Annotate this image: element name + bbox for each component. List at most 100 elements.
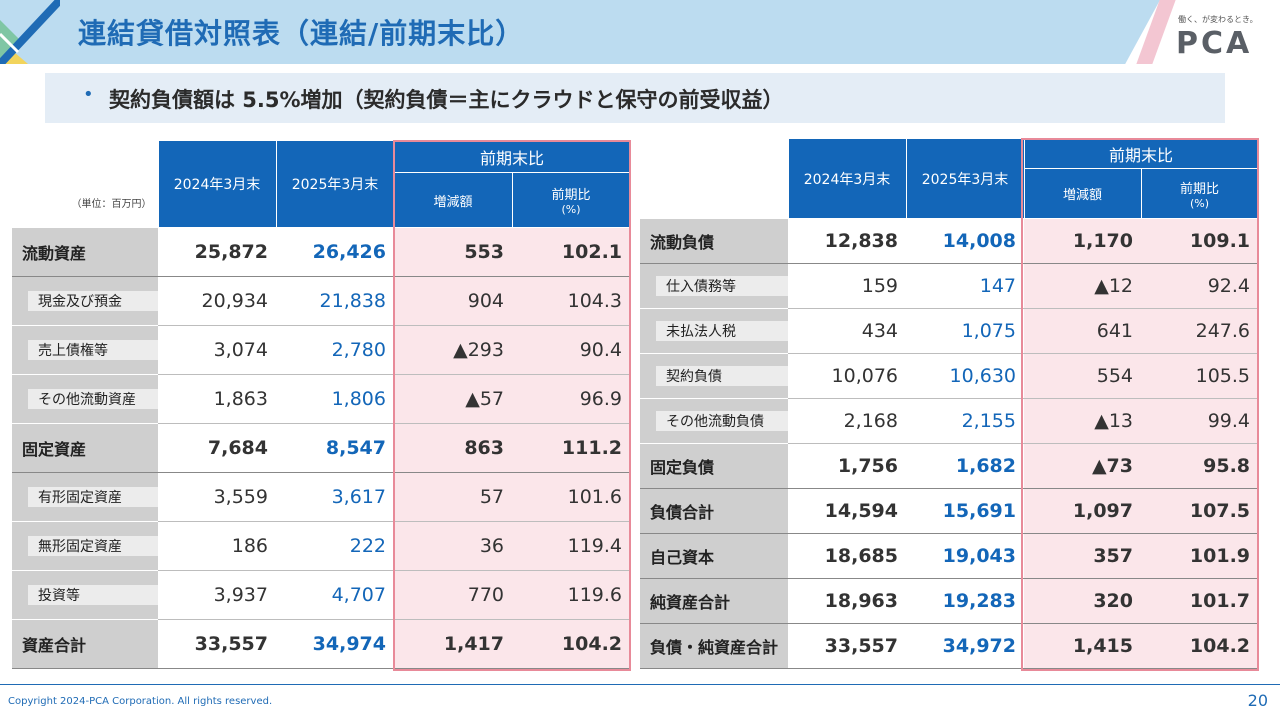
col-header-2025: 2025年3月末 xyxy=(905,138,1025,219)
value-2025: 1,806 xyxy=(276,374,394,424)
row-label: 自己資本 xyxy=(640,533,788,579)
row-label: その他流動資産 xyxy=(28,389,158,409)
value-2024: 434 xyxy=(788,308,906,354)
row-label: 固定資産 xyxy=(12,423,158,473)
value-2024: 3,074 xyxy=(158,325,276,375)
table-row: 有形固定資産 3,559 3,617 57 101.6 xyxy=(12,472,631,522)
value-2025: 21,838 xyxy=(276,276,394,326)
footer-divider xyxy=(0,684,1280,685)
row-label: 負債合計 xyxy=(640,488,788,534)
value-ratio: 104.3 xyxy=(512,276,631,326)
table-row: 無形固定資産 186 222 36 119.4 xyxy=(12,521,631,571)
row-label: その他流動負債 xyxy=(656,411,788,431)
row-label-cell: 売上債権等 xyxy=(12,325,158,375)
col-header-ratio: 前期比 (%) xyxy=(511,172,631,228)
value-change: ▲293 xyxy=(394,325,512,375)
value-change: 770 xyxy=(394,570,512,620)
row-label: 投資等 xyxy=(28,585,158,605)
liabilities-table: 2024年3月末 2025年3月末 前期末比 増減額 前期比 (%) 流動負債 12… xyxy=(640,138,1259,669)
col-header-change: 増減額 xyxy=(1023,168,1142,219)
row-label-cell: その他流動負債 xyxy=(640,398,788,444)
assets-table: （単位：百万円） 2024年3月末 2025年3月末 前期末比 増減額 前期比(… xyxy=(12,140,631,669)
value-change: 553 xyxy=(394,227,512,277)
value-2024: 33,557 xyxy=(788,623,906,669)
value-2025: 34,974 xyxy=(276,619,394,669)
table-row: 未払法人税 434 1,075 641 247.6 xyxy=(640,308,1259,354)
row-label: 仕入債務等 xyxy=(656,276,788,296)
row-label: 流動負債 xyxy=(640,218,788,264)
value-2025: 4,707 xyxy=(276,570,394,620)
value-2025: 3,617 xyxy=(276,472,394,522)
value-2025: 8,547 xyxy=(276,423,394,473)
value-change: 357 xyxy=(1024,533,1141,579)
value-ratio: 119.6 xyxy=(512,570,631,620)
table-row: 純資産合計 18,963 19,283 320 101.7 xyxy=(640,578,1259,624)
corner-decoration-icon xyxy=(0,0,60,64)
value-2024: 18,963 xyxy=(788,578,906,624)
row-label: 未払法人税 xyxy=(656,321,788,341)
value-2024: 1,863 xyxy=(158,374,276,424)
table-row: 契約負債 10,076 10,630 554 105.5 xyxy=(640,353,1259,399)
row-label: 契約負債 xyxy=(656,366,788,386)
unit-label: （単位：百万円） xyxy=(71,198,152,210)
value-change: 904 xyxy=(394,276,512,326)
page-number: 20 xyxy=(1247,691,1268,710)
value-2025: 19,043 xyxy=(906,533,1024,579)
row-label-cell: 現金及び預金 xyxy=(12,276,158,326)
row-label: 資産合計 xyxy=(12,619,158,669)
row-label: 固定負債 xyxy=(640,443,788,489)
value-2024: 2,168 xyxy=(788,398,906,444)
value-ratio: 96.9 xyxy=(512,374,631,424)
value-2025: 10,630 xyxy=(906,353,1024,399)
row-label: 負債・純資産合計 xyxy=(640,623,788,669)
value-ratio: 107.5 xyxy=(1141,488,1259,534)
value-ratio: 111.2 xyxy=(512,423,631,473)
value-ratio: 90.4 xyxy=(512,325,631,375)
row-label-cell: 有形固定資産 xyxy=(12,472,158,522)
value-change: 57 xyxy=(394,472,512,522)
col-header-ratio: 前期比 (%) xyxy=(1140,168,1259,219)
value-2024: 159 xyxy=(788,263,906,309)
value-2024: 18,685 xyxy=(788,533,906,579)
col-header-ratio-unit: (%) xyxy=(561,203,581,216)
value-2024: 3,559 xyxy=(158,472,276,522)
value-2025: 147 xyxy=(906,263,1024,309)
value-ratio: 104.2 xyxy=(512,619,631,669)
col-header-comparison: 前期末比 xyxy=(1023,138,1259,169)
value-ratio: 247.6 xyxy=(1141,308,1259,354)
value-ratio: 101.6 xyxy=(512,472,631,522)
value-change: ▲12 xyxy=(1024,263,1141,309)
value-2025: 1,682 xyxy=(906,443,1024,489)
value-ratio: 102.1 xyxy=(512,227,631,277)
col-header-comparison: 前期末比 xyxy=(393,140,631,173)
value-2024: 20,934 xyxy=(158,276,276,326)
row-label: 有形固定資産 xyxy=(28,487,158,507)
row-label: 無形固定資産 xyxy=(28,536,158,556)
value-2025: 1,075 xyxy=(906,308,1024,354)
table-row: 仕入債務等 159 147 ▲12 92.4 xyxy=(640,263,1259,309)
value-change: 320 xyxy=(1024,578,1141,624)
bullet-icon: • xyxy=(83,84,94,105)
table-row: 売上債権等 3,074 2,780 ▲293 90.4 xyxy=(12,325,631,375)
value-ratio: 92.4 xyxy=(1141,263,1259,309)
value-change: 863 xyxy=(394,423,512,473)
table-row: その他流動資産 1,863 1,806 ▲57 96.9 xyxy=(12,374,631,424)
table-row: 資産合計 33,557 34,974 1,417 104.2 xyxy=(12,619,631,669)
value-ratio: 101.9 xyxy=(1141,533,1259,579)
value-2024: 3,937 xyxy=(158,570,276,620)
row-label-cell: 未払法人税 xyxy=(640,308,788,354)
key-point-box: • 契約負債額は 5.5%増加（契約負債＝主にクラウドと保守の前受収益） xyxy=(45,73,1225,123)
table-row: 投資等 3,937 4,707 770 119.6 xyxy=(12,570,631,620)
table-row: 固定負債 1,756 1,682 ▲73 95.8 xyxy=(640,443,1259,489)
value-change: ▲57 xyxy=(394,374,512,424)
value-change: 36 xyxy=(394,521,512,571)
col-header-2025: 2025年3月末 xyxy=(275,140,395,228)
value-ratio: 95.8 xyxy=(1141,443,1259,489)
col-header-2024: 2024年3月末 xyxy=(157,140,277,228)
row-label-cell: その他流動資産 xyxy=(12,374,158,424)
col-header-ratio-unit: (%) xyxy=(1189,196,1210,210)
value-change: 554 xyxy=(1024,353,1141,399)
col-header-ratio-label: 前期比 xyxy=(551,188,591,203)
value-ratio: 104.2 xyxy=(1141,623,1259,669)
value-change: ▲73 xyxy=(1024,443,1141,489)
